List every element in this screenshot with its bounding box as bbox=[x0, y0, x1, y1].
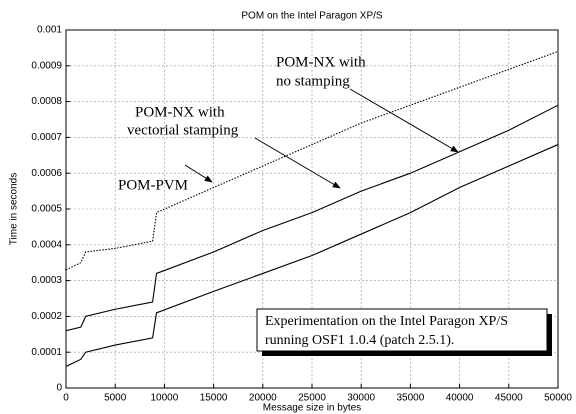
y-tick-label: 0.0001 bbox=[31, 347, 62, 358]
arrow bbox=[254, 137, 341, 189]
note-box bbox=[256, 308, 548, 352]
series-line bbox=[65, 50, 559, 271]
x-tick-label: 35000 bbox=[396, 393, 424, 404]
annotation: vectorial stamping bbox=[127, 122, 239, 138]
series-line bbox=[65, 104, 559, 332]
x-tick-label: 50000 bbox=[544, 393, 572, 404]
chart-title: POM on the Intel Paragon XP/S bbox=[241, 11, 383, 22]
y-tick-label: 0.0005 bbox=[31, 204, 62, 215]
y-tick-label: 0 bbox=[56, 383, 62, 394]
x-tick-label: 45000 bbox=[495, 393, 523, 404]
series-line bbox=[65, 144, 559, 368]
annotation: POM-PVM bbox=[118, 177, 188, 193]
x-tick-label: 0 bbox=[63, 393, 69, 404]
plot-frame bbox=[65, 29, 559, 389]
x-tick-label: 10000 bbox=[150, 393, 178, 404]
annotation: no stamping bbox=[276, 73, 350, 89]
note-text: running OSF1 1.0.4 (patch 2.5.1). bbox=[265, 333, 454, 348]
arrow bbox=[184, 164, 213, 183]
x-tick-label: 40000 bbox=[446, 393, 474, 404]
y-tick-label: 0.0004 bbox=[31, 239, 62, 250]
y-tick-label: 0.001 bbox=[37, 25, 62, 36]
x-tick-label: 15000 bbox=[200, 393, 228, 404]
arrow bbox=[349, 88, 459, 153]
y-tick-label: 0.0008 bbox=[31, 96, 62, 107]
x-tick-label: 30000 bbox=[347, 393, 375, 404]
annotation: POM-NX with bbox=[276, 54, 366, 70]
y-tick-label: 0.0007 bbox=[31, 132, 62, 143]
x-tick-label: 25000 bbox=[298, 393, 326, 404]
x-tick-label: 5000 bbox=[104, 393, 127, 404]
y-tick-label: 0.0006 bbox=[31, 168, 62, 179]
y-axis-label: Time in seconds bbox=[9, 173, 20, 245]
y-tick-label: 0.0009 bbox=[31, 60, 62, 71]
x-tick-label: 20000 bbox=[249, 393, 277, 404]
y-tick-label: 0.0003 bbox=[31, 275, 62, 286]
annotation: POM-NX with bbox=[135, 104, 225, 120]
note-text: Experimentation on the Intel Paragon XP/… bbox=[265, 314, 508, 329]
y-tick-label: 0.0002 bbox=[31, 311, 62, 322]
x-axis-label: Message size in bytes bbox=[263, 403, 361, 414]
